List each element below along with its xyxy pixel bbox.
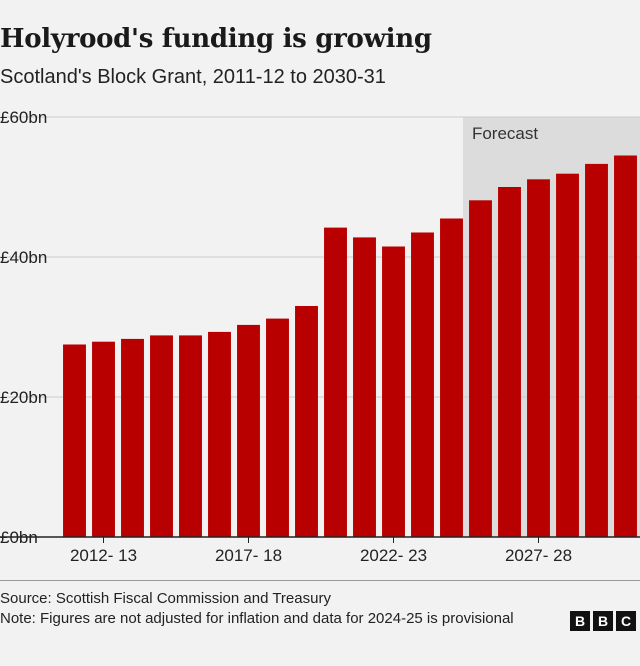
- bar-2016-17: [208, 331, 231, 537]
- bar-2021-22: [353, 237, 376, 537]
- source-text: Source: Scottish Fiscal Commission and T…: [0, 590, 331, 607]
- bbc-logo-letter: B: [593, 611, 613, 631]
- y-tick-label: £40bn: [0, 248, 47, 267]
- bar-2024-25: [440, 218, 463, 537]
- y-tick-label: £60bn: [0, 108, 47, 127]
- y-axis-labels: £0bn£20bn£40bn£60bn: [0, 108, 47, 547]
- bar-2014-15: [150, 335, 173, 537]
- forecast-label: Forecast: [472, 124, 538, 143]
- bar-2029-30: [585, 163, 608, 537]
- bar-2023-24: [411, 232, 434, 537]
- bars: [63, 155, 637, 538]
- x-axis-labels: 2012- 13 2017- 18 2022- 23 2027- 28: [70, 537, 572, 565]
- bbc-logo-letter: C: [616, 611, 636, 631]
- x-tick-label: 2017- 18: [215, 546, 282, 565]
- bbc-logo-letter: B: [570, 611, 590, 631]
- bar-2018-19: [266, 318, 289, 537]
- bar-2015-16: [179, 335, 202, 537]
- x-tick-label: 2027- 28: [505, 546, 572, 565]
- bar-2020-21: [324, 227, 347, 537]
- bar-2022-23: [382, 246, 405, 537]
- bar-2028-29: [556, 173, 579, 537]
- bar-2025-26: [469, 200, 492, 538]
- forecast-shade: [462, 117, 640, 537]
- chart-title: Holyrood's funding is growing: [0, 24, 432, 54]
- bar-2026-27: [498, 187, 521, 537]
- x-tick-label: 2022- 23: [360, 546, 427, 565]
- block-grant-bar-chart: Forecast £0bn£20bn£40bn£60bn 2012- 13 201…: [0, 108, 640, 565]
- bar-2019-20: [295, 306, 318, 537]
- note-text: Note: Figures are not adjusted for infla…: [0, 610, 514, 627]
- chart-subtitle: Scotland's Block Grant, 2011-12 to 2030-…: [0, 66, 386, 88]
- bar-2011-12: [63, 344, 86, 537]
- footer-divider: [0, 580, 640, 581]
- y-tick-label: £20bn: [0, 388, 47, 407]
- bar-2030-31: [614, 155, 637, 537]
- bbc-logo: B B C: [570, 611, 636, 631]
- x-tick-label: 2012- 13: [70, 546, 137, 565]
- bar-2017-18: [237, 324, 260, 537]
- bar-2012-13: [92, 341, 115, 537]
- bar-2027-28: [527, 179, 550, 538]
- bar-2013-14: [121, 338, 144, 537]
